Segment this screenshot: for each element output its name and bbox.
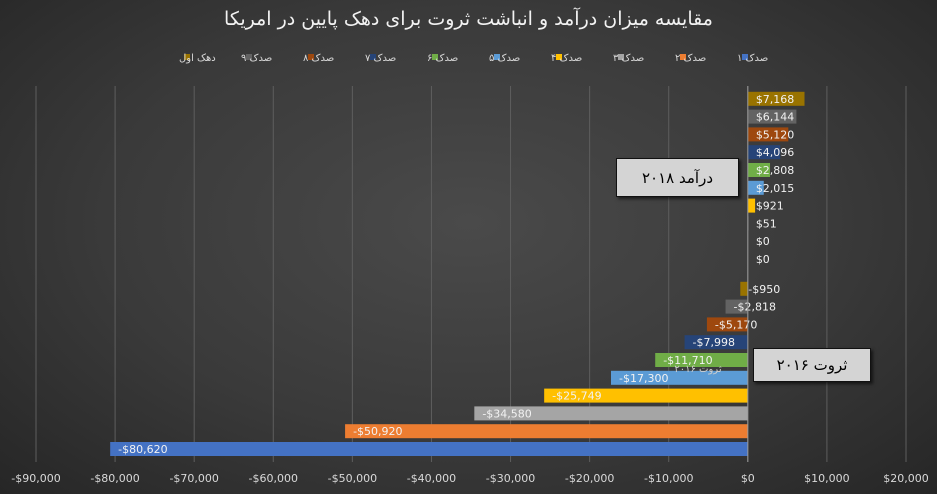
- legend-label: صدک ۱: [737, 53, 768, 64]
- x-tick-label: -$30,000: [486, 472, 535, 485]
- legend-swatch: [742, 54, 748, 60]
- bar: [747, 163, 771, 177]
- legend-label: صدک ۶: [427, 53, 458, 64]
- data-label: $6,144: [756, 111, 795, 124]
- legend-entry: صدک ۶: [427, 53, 458, 64]
- legend-entry: صدک ۷: [365, 53, 396, 64]
- legend-swatch: [618, 54, 624, 60]
- x-tick-label: -$20,000: [565, 472, 614, 485]
- data-label: $2,808: [756, 164, 795, 177]
- data-label: $7,168: [756, 93, 795, 106]
- legend-entry: صدک ۵: [489, 53, 520, 64]
- data-label: -$80,620: [118, 443, 167, 456]
- x-tick-label: $10,000: [804, 472, 850, 485]
- data-label: $921: [756, 200, 784, 213]
- legend-entry: صدک ۴: [551, 53, 582, 64]
- data-label: $4,096: [756, 146, 795, 159]
- data-label: -$11,710: [663, 354, 712, 367]
- legend-swatch: [370, 54, 376, 60]
- legend-label: صدک ۲: [675, 53, 706, 64]
- bar: [544, 388, 748, 403]
- x-tick-label: -$70,000: [169, 472, 218, 485]
- legend-label: صدک ۵: [489, 53, 520, 64]
- data-label: $2,015: [756, 182, 795, 195]
- bar: [740, 281, 748, 296]
- bar: [747, 145, 781, 160]
- legend-entry: صدک ۱: [737, 53, 768, 64]
- x-tick-label: -$90,000: [11, 472, 60, 485]
- group-label-wealth: ثروت ۲۰۱۶: [753, 348, 871, 382]
- bar: [474, 406, 748, 421]
- legend-swatch: [246, 54, 252, 60]
- legend-swatch: [432, 54, 438, 60]
- bar: [110, 442, 748, 456]
- chart-title: مقایسه میزان درآمد و انباشت ثروت برای ده…: [224, 8, 713, 30]
- bar: [345, 424, 748, 439]
- data-label: -$34,580: [482, 407, 531, 420]
- legend-label: صدک ۹: [241, 53, 272, 64]
- x-tick-label: $20,000: [883, 472, 929, 485]
- data-label: -$7,998: [693, 336, 735, 349]
- bar: [610, 370, 748, 385]
- bar: [725, 299, 748, 314]
- legend-swatch: [494, 54, 500, 60]
- legend-swatch: [680, 54, 686, 60]
- data-label: -$5,170: [715, 318, 757, 331]
- data-label: -$50,920: [353, 425, 402, 438]
- data-label: $0: [756, 253, 770, 266]
- bar: [747, 91, 805, 106]
- bar: [747, 109, 797, 124]
- x-tick-label: -$40,000: [407, 472, 456, 485]
- data-label: $0: [756, 235, 770, 248]
- x-tick-label: $0: [741, 472, 755, 485]
- legend-entry: صدک ۳: [613, 53, 644, 64]
- data-label: $51: [756, 217, 777, 230]
- legend-entry: صدک ۹: [241, 53, 272, 64]
- legend-swatch: [308, 54, 314, 60]
- legend-entry: صدک ۲: [675, 53, 706, 64]
- bar: [655, 353, 748, 367]
- data-label: -$950: [748, 283, 780, 296]
- legend-label: صدک ۸: [303, 53, 334, 64]
- data-label: $5,120: [756, 128, 795, 141]
- group-label-income: درآمد ۲۰۱۸: [616, 158, 739, 197]
- bar: [684, 335, 748, 350]
- bar: [747, 180, 764, 195]
- x-tick-label: -$50,000: [328, 472, 377, 485]
- bar: [747, 198, 756, 213]
- legend-label: صدک ۴: [551, 53, 582, 64]
- legend-entry: دهک اول: [179, 53, 216, 64]
- legend-swatch: [556, 54, 562, 60]
- legend-label: صدک ۳: [613, 53, 644, 64]
- data-label: -$17,300: [619, 372, 668, 385]
- data-label: -$25,749: [552, 390, 601, 403]
- legend-entry: صدک ۸: [303, 53, 334, 64]
- bar: [747, 127, 789, 142]
- legend-label: دهک اول: [179, 53, 216, 64]
- x-tick-label: -$60,000: [249, 472, 298, 485]
- data-label: -$2,818: [734, 301, 776, 314]
- stray-category-label: ثروت ۲۰۱۶: [674, 364, 721, 375]
- x-tick-label: -$80,000: [90, 472, 139, 485]
- legend-swatch: [184, 54, 190, 60]
- bar: [706, 317, 748, 332]
- x-tick-label: -$10,000: [644, 472, 693, 485]
- legend-label: صدک ۷: [365, 53, 396, 64]
